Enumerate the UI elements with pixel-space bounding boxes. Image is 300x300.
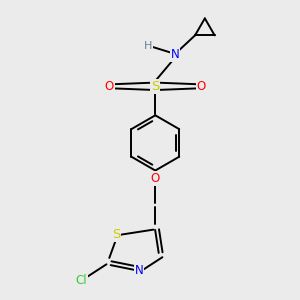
Text: S: S (151, 80, 160, 93)
Text: O: O (105, 80, 114, 93)
Text: O: O (151, 172, 160, 185)
Text: N: N (135, 264, 144, 277)
Text: S: S (112, 228, 121, 242)
Text: H: H (144, 40, 152, 51)
Text: Cl: Cl (75, 274, 87, 287)
Text: O: O (197, 80, 206, 93)
Text: N: N (170, 48, 179, 61)
